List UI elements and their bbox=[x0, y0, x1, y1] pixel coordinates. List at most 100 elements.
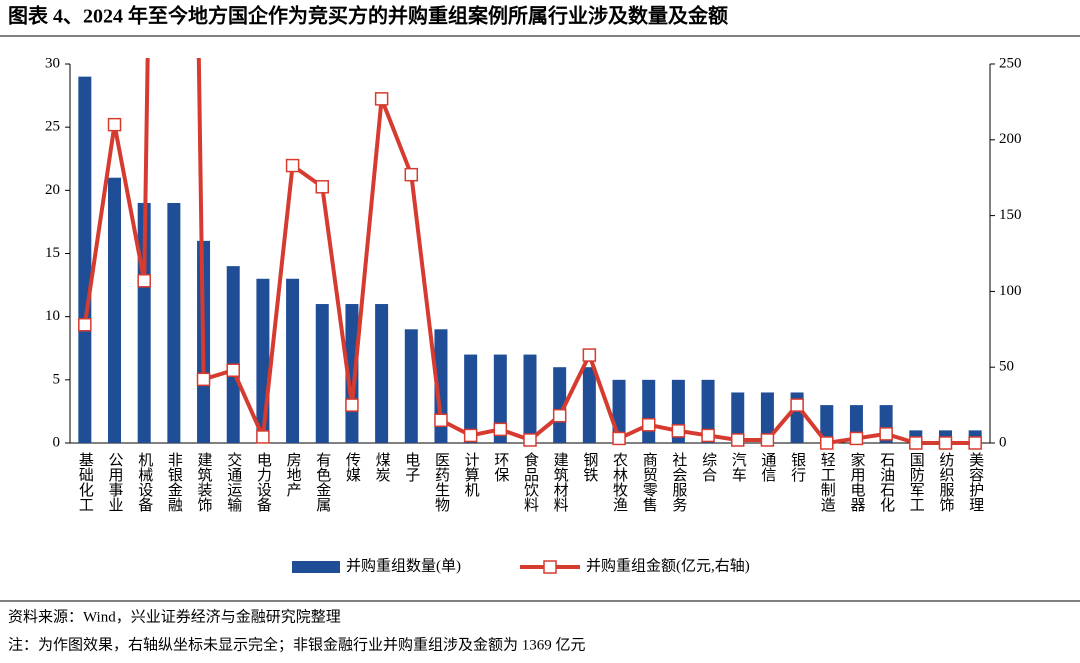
x-tick-label: 纺织服饰 bbox=[937, 452, 954, 512]
bar bbox=[493, 354, 507, 443]
line-marker bbox=[345, 398, 359, 412]
line-marker bbox=[196, 372, 211, 387]
x-tick-label: 家用电器 bbox=[848, 452, 865, 512]
line-marker bbox=[107, 117, 122, 132]
line-marker bbox=[256, 430, 270, 444]
line-marker bbox=[374, 92, 389, 106]
bar bbox=[464, 354, 478, 443]
bar bbox=[226, 266, 240, 443]
y-tick-label: 25 bbox=[45, 119, 60, 135]
bar bbox=[701, 379, 715, 443]
y-tick-label: 15 bbox=[45, 245, 60, 261]
x-tick-label: 煤炭 bbox=[374, 452, 391, 482]
note: 注：为作图效果，右轴纵坐标未显示完全；非银金融行业并购重组涉及金额为 1369 … bbox=[8, 635, 586, 653]
line-marker bbox=[78, 318, 92, 332]
y-tick-label: 30 bbox=[45, 55, 60, 71]
bar bbox=[553, 367, 567, 443]
legend-label: 并购重组数量(单) bbox=[346, 557, 461, 574]
x-tick-label: 环保 bbox=[492, 452, 509, 482]
x-tick-label: 交通运输 bbox=[225, 451, 242, 512]
line-group bbox=[78, 58, 982, 450]
y2-tick-label: 100 bbox=[999, 283, 1022, 299]
line-marker bbox=[463, 428, 478, 443]
x-tick-label: 计算机 bbox=[463, 452, 480, 498]
x-tick-label: 有色金属 bbox=[314, 452, 331, 512]
line-marker bbox=[552, 408, 567, 423]
line-marker bbox=[730, 433, 745, 447]
bar bbox=[256, 278, 270, 443]
source: 资料来源：Wind，兴业证券经济与金融研究院整理 bbox=[8, 607, 341, 625]
x-tick-label: 社会服务 bbox=[670, 452, 687, 513]
y2-tick-label: 50 bbox=[999, 359, 1014, 375]
x-tick-label: 房地产 bbox=[285, 452, 302, 497]
y2-tick-label: 250 bbox=[999, 55, 1022, 71]
x-tick-label: 通信 bbox=[759, 452, 776, 482]
line-marker bbox=[671, 424, 686, 438]
bar bbox=[108, 177, 122, 443]
chart-title: 图表 4、2024 年至今地方国企作为竞买方的并购重组案例所属行业涉及数量及金额 bbox=[8, 4, 728, 28]
x-tick-label: 汽车 bbox=[730, 452, 747, 482]
y2-tick-label: 200 bbox=[999, 131, 1022, 147]
bar bbox=[523, 354, 537, 443]
x-tick-label: 基础化工 bbox=[77, 452, 94, 512]
line-marker bbox=[760, 433, 775, 447]
bar bbox=[820, 405, 834, 443]
line-marker bbox=[909, 436, 923, 450]
bar bbox=[404, 329, 418, 443]
line-marker bbox=[701, 428, 715, 443]
x-tick-label: 国防军工 bbox=[908, 452, 925, 512]
y-tick-label: 10 bbox=[45, 308, 60, 324]
bar bbox=[315, 304, 329, 443]
y2-tick-label: 150 bbox=[999, 207, 1022, 223]
x-tick-label: 食品饮料 bbox=[522, 452, 539, 512]
x-tick-label: 电力设备 bbox=[255, 452, 272, 512]
x-tick-label: 石油石化 bbox=[878, 452, 895, 512]
line-marker bbox=[790, 398, 804, 412]
line-marker bbox=[226, 363, 240, 377]
x-tick-label: 建筑装饰 bbox=[196, 452, 213, 512]
line-marker bbox=[434, 413, 448, 428]
line-marker bbox=[968, 436, 982, 450]
y-tick-label: 20 bbox=[45, 182, 60, 198]
bar bbox=[731, 392, 745, 443]
line-marker bbox=[612, 431, 626, 446]
x-tick-label: 医药生物 bbox=[433, 452, 450, 513]
legend-swatch bbox=[292, 561, 340, 573]
x-tick-label: 电子 bbox=[403, 452, 420, 482]
line-marker bbox=[641, 418, 656, 432]
x-tick-label: 机械设备 bbox=[136, 452, 153, 512]
line-marker bbox=[315, 180, 330, 194]
x-tick-label: 非银金融 bbox=[166, 452, 183, 512]
bar bbox=[167, 202, 181, 443]
bar bbox=[642, 379, 656, 443]
line-marker bbox=[523, 433, 537, 447]
bar bbox=[78, 76, 92, 443]
line-marker bbox=[493, 422, 508, 437]
y-tick-label: 5 bbox=[53, 371, 61, 387]
legend-label: 并购重组金额(亿元,右轴) bbox=[586, 557, 750, 574]
bar bbox=[375, 304, 389, 443]
line-marker bbox=[285, 158, 300, 173]
x-tick-label: 美容护理 bbox=[967, 452, 984, 512]
x-tick-label: 建筑材料 bbox=[552, 452, 569, 512]
line-marker bbox=[820, 436, 834, 450]
line-marker bbox=[137, 274, 151, 288]
bar bbox=[286, 278, 300, 443]
bar bbox=[760, 392, 774, 443]
legend-marker bbox=[543, 560, 557, 574]
x-tick-label: 公用事业 bbox=[107, 452, 124, 512]
x-tick-label: 传媒 bbox=[344, 452, 361, 482]
line-marker bbox=[879, 427, 893, 441]
y2-tick-label: 0 bbox=[999, 434, 1007, 450]
y-tick-label: 0 bbox=[53, 434, 61, 450]
x-tick-label: 农林牧渔 bbox=[611, 452, 628, 512]
line-marker bbox=[582, 348, 597, 362]
line-marker bbox=[404, 167, 419, 182]
x-tick-label: 钢铁 bbox=[581, 452, 598, 482]
x-tick-label: 商贸零售 bbox=[641, 452, 658, 512]
line-marker bbox=[849, 431, 864, 446]
line-marker bbox=[938, 436, 953, 450]
bar bbox=[582, 367, 596, 443]
x-tick-label: 综合 bbox=[700, 452, 717, 482]
